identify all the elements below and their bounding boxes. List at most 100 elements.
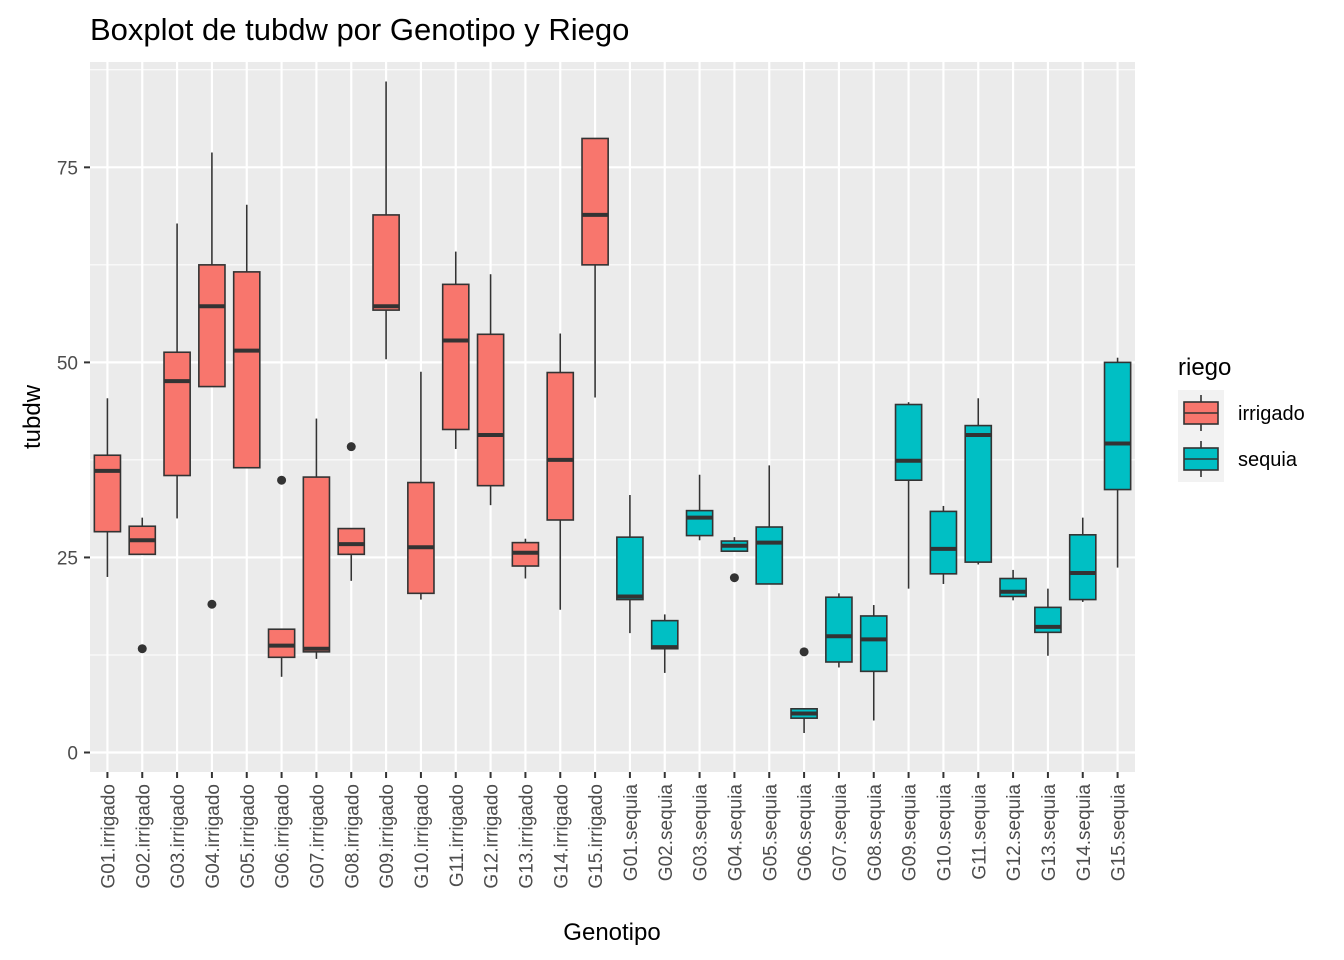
x-tick-label: G08.irrigado bbox=[342, 784, 363, 889]
box-body bbox=[337, 527, 366, 556]
y-tick-label: 50 bbox=[57, 353, 78, 374]
plot-panel bbox=[90, 62, 1135, 772]
x-tick-label: G05.sequia bbox=[760, 784, 781, 882]
box-body bbox=[267, 628, 296, 659]
x-tick-label: G02.irrigado bbox=[133, 784, 154, 889]
box-body bbox=[232, 271, 261, 469]
box-G05.irrigado bbox=[232, 204, 261, 469]
outlier-point bbox=[346, 442, 356, 452]
box-G01.sequia bbox=[616, 495, 644, 634]
x-tick-label: G13.sequia bbox=[1039, 784, 1060, 882]
box-body bbox=[1103, 361, 1132, 491]
x-tick-label: G01.irrigado bbox=[98, 784, 119, 889]
legend-label: sequia bbox=[1238, 449, 1298, 471]
x-tick-label: G03.irrigado bbox=[168, 784, 189, 889]
box-G08.irrigado bbox=[337, 442, 366, 581]
y-tick-label: 75 bbox=[57, 158, 78, 179]
box-G05.sequia bbox=[755, 465, 784, 585]
box-G02.sequia bbox=[650, 614, 679, 673]
x-tick-label: G06.sequia bbox=[795, 784, 816, 882]
box-G11.sequia bbox=[964, 398, 993, 565]
x-tick-label: G10.sequia bbox=[934, 784, 955, 882]
x-axis: G01.irrigado G02.irrigado G03.irrigado G04.… bbox=[98, 772, 1130, 889]
box-G12.irrigado bbox=[476, 274, 505, 506]
box-body bbox=[546, 371, 575, 521]
x-tick-label: G07.sequia bbox=[830, 784, 851, 882]
box-G13.sequia bbox=[1034, 588, 1062, 656]
x-tick-label: G14.irrigado bbox=[551, 784, 572, 889]
box-G06.irrigado bbox=[267, 475, 296, 677]
box-body bbox=[894, 403, 923, 481]
legend-item-irrigado: irrigado bbox=[1178, 390, 1305, 436]
y-axis: 0 25 50 75 bbox=[57, 158, 90, 764]
outlier-point bbox=[277, 475, 287, 485]
outlier-point bbox=[207, 599, 217, 609]
x-tick-label: G12.irrigado bbox=[482, 784, 503, 889]
box-G12.sequia bbox=[999, 569, 1027, 601]
x-tick-label: G02.sequia bbox=[656, 784, 677, 882]
box-G08.sequia bbox=[859, 605, 888, 721]
box-G09.sequia bbox=[894, 402, 923, 589]
legend-title: riego bbox=[1178, 354, 1231, 381]
x-tick-label: G09.sequia bbox=[900, 784, 921, 882]
box-G02.irrigado bbox=[128, 517, 157, 654]
box-body bbox=[198, 264, 226, 388]
box-G10.irrigado bbox=[407, 371, 435, 600]
box-G14.sequia bbox=[1068, 517, 1097, 602]
box-body bbox=[163, 351, 191, 477]
box-body bbox=[650, 619, 679, 650]
outlier-point bbox=[137, 644, 147, 654]
chart-title: Boxplot de tubdw por Genotipo y Riego bbox=[90, 12, 629, 47]
x-tick-label: G05.irrigado bbox=[238, 784, 259, 889]
box-body bbox=[685, 509, 714, 537]
x-tick-label: G11.sequia bbox=[969, 784, 990, 880]
box-body bbox=[859, 615, 888, 673]
x-tick-label: G12.sequia bbox=[1004, 784, 1025, 882]
legend: riego irrigado sequia bbox=[1178, 354, 1305, 482]
box-G01.irrigado bbox=[93, 398, 122, 577]
x-tick-label: G01.sequia bbox=[621, 784, 642, 882]
box-G03.sequia bbox=[685, 474, 714, 541]
outlier-point bbox=[729, 573, 739, 583]
outlier-point bbox=[799, 647, 809, 657]
legend-item-sequia: sequia bbox=[1178, 436, 1298, 482]
box-G07.sequia bbox=[825, 593, 853, 668]
box-body bbox=[616, 536, 644, 601]
legend-label: irrigado bbox=[1238, 403, 1305, 425]
box-G10.sequia bbox=[929, 505, 958, 584]
box-G03.irrigado bbox=[163, 223, 191, 519]
x-tick-label: G14.sequia bbox=[1074, 784, 1095, 882]
box-G06.sequia bbox=[790, 647, 818, 733]
x-tick-label: G08.sequia bbox=[865, 784, 886, 882]
box-G11.irrigado bbox=[441, 251, 470, 449]
x-tick-label: G07.irrigado bbox=[307, 784, 328, 889]
box-body bbox=[441, 283, 470, 431]
y-tick-label: 0 bbox=[67, 743, 78, 764]
box-body bbox=[407, 481, 435, 595]
box-body bbox=[93, 454, 122, 533]
box-G04.irrigado bbox=[198, 152, 226, 609]
box-body bbox=[1068, 534, 1097, 601]
x-tick-label: G09.irrigado bbox=[377, 784, 398, 889]
box-G15.irrigado bbox=[581, 137, 609, 398]
box-body bbox=[302, 476, 331, 653]
box-G13.irrigado bbox=[511, 538, 540, 579]
box-G07.irrigado bbox=[302, 418, 331, 659]
box-body bbox=[755, 526, 784, 585]
x-axis-title: Genotipo bbox=[563, 919, 660, 946]
x-tick-label: G10.irrigado bbox=[412, 784, 433, 889]
x-tick-label: G15.sequia bbox=[1109, 784, 1130, 882]
box-body bbox=[476, 333, 505, 487]
box-body bbox=[964, 424, 993, 563]
box-body bbox=[372, 214, 400, 311]
box-G14.irrigado bbox=[546, 333, 575, 610]
y-axis-title: tubdw bbox=[19, 384, 46, 449]
x-tick-label: G06.irrigado bbox=[273, 784, 294, 889]
x-tick-label: G04.sequia bbox=[725, 784, 746, 882]
box-group bbox=[93, 81, 1132, 733]
box-body bbox=[929, 510, 958, 575]
x-tick-label: G03.sequia bbox=[691, 784, 712, 882]
x-tick-label: G04.irrigado bbox=[203, 784, 224, 889]
box-G15.sequia bbox=[1103, 357, 1132, 568]
